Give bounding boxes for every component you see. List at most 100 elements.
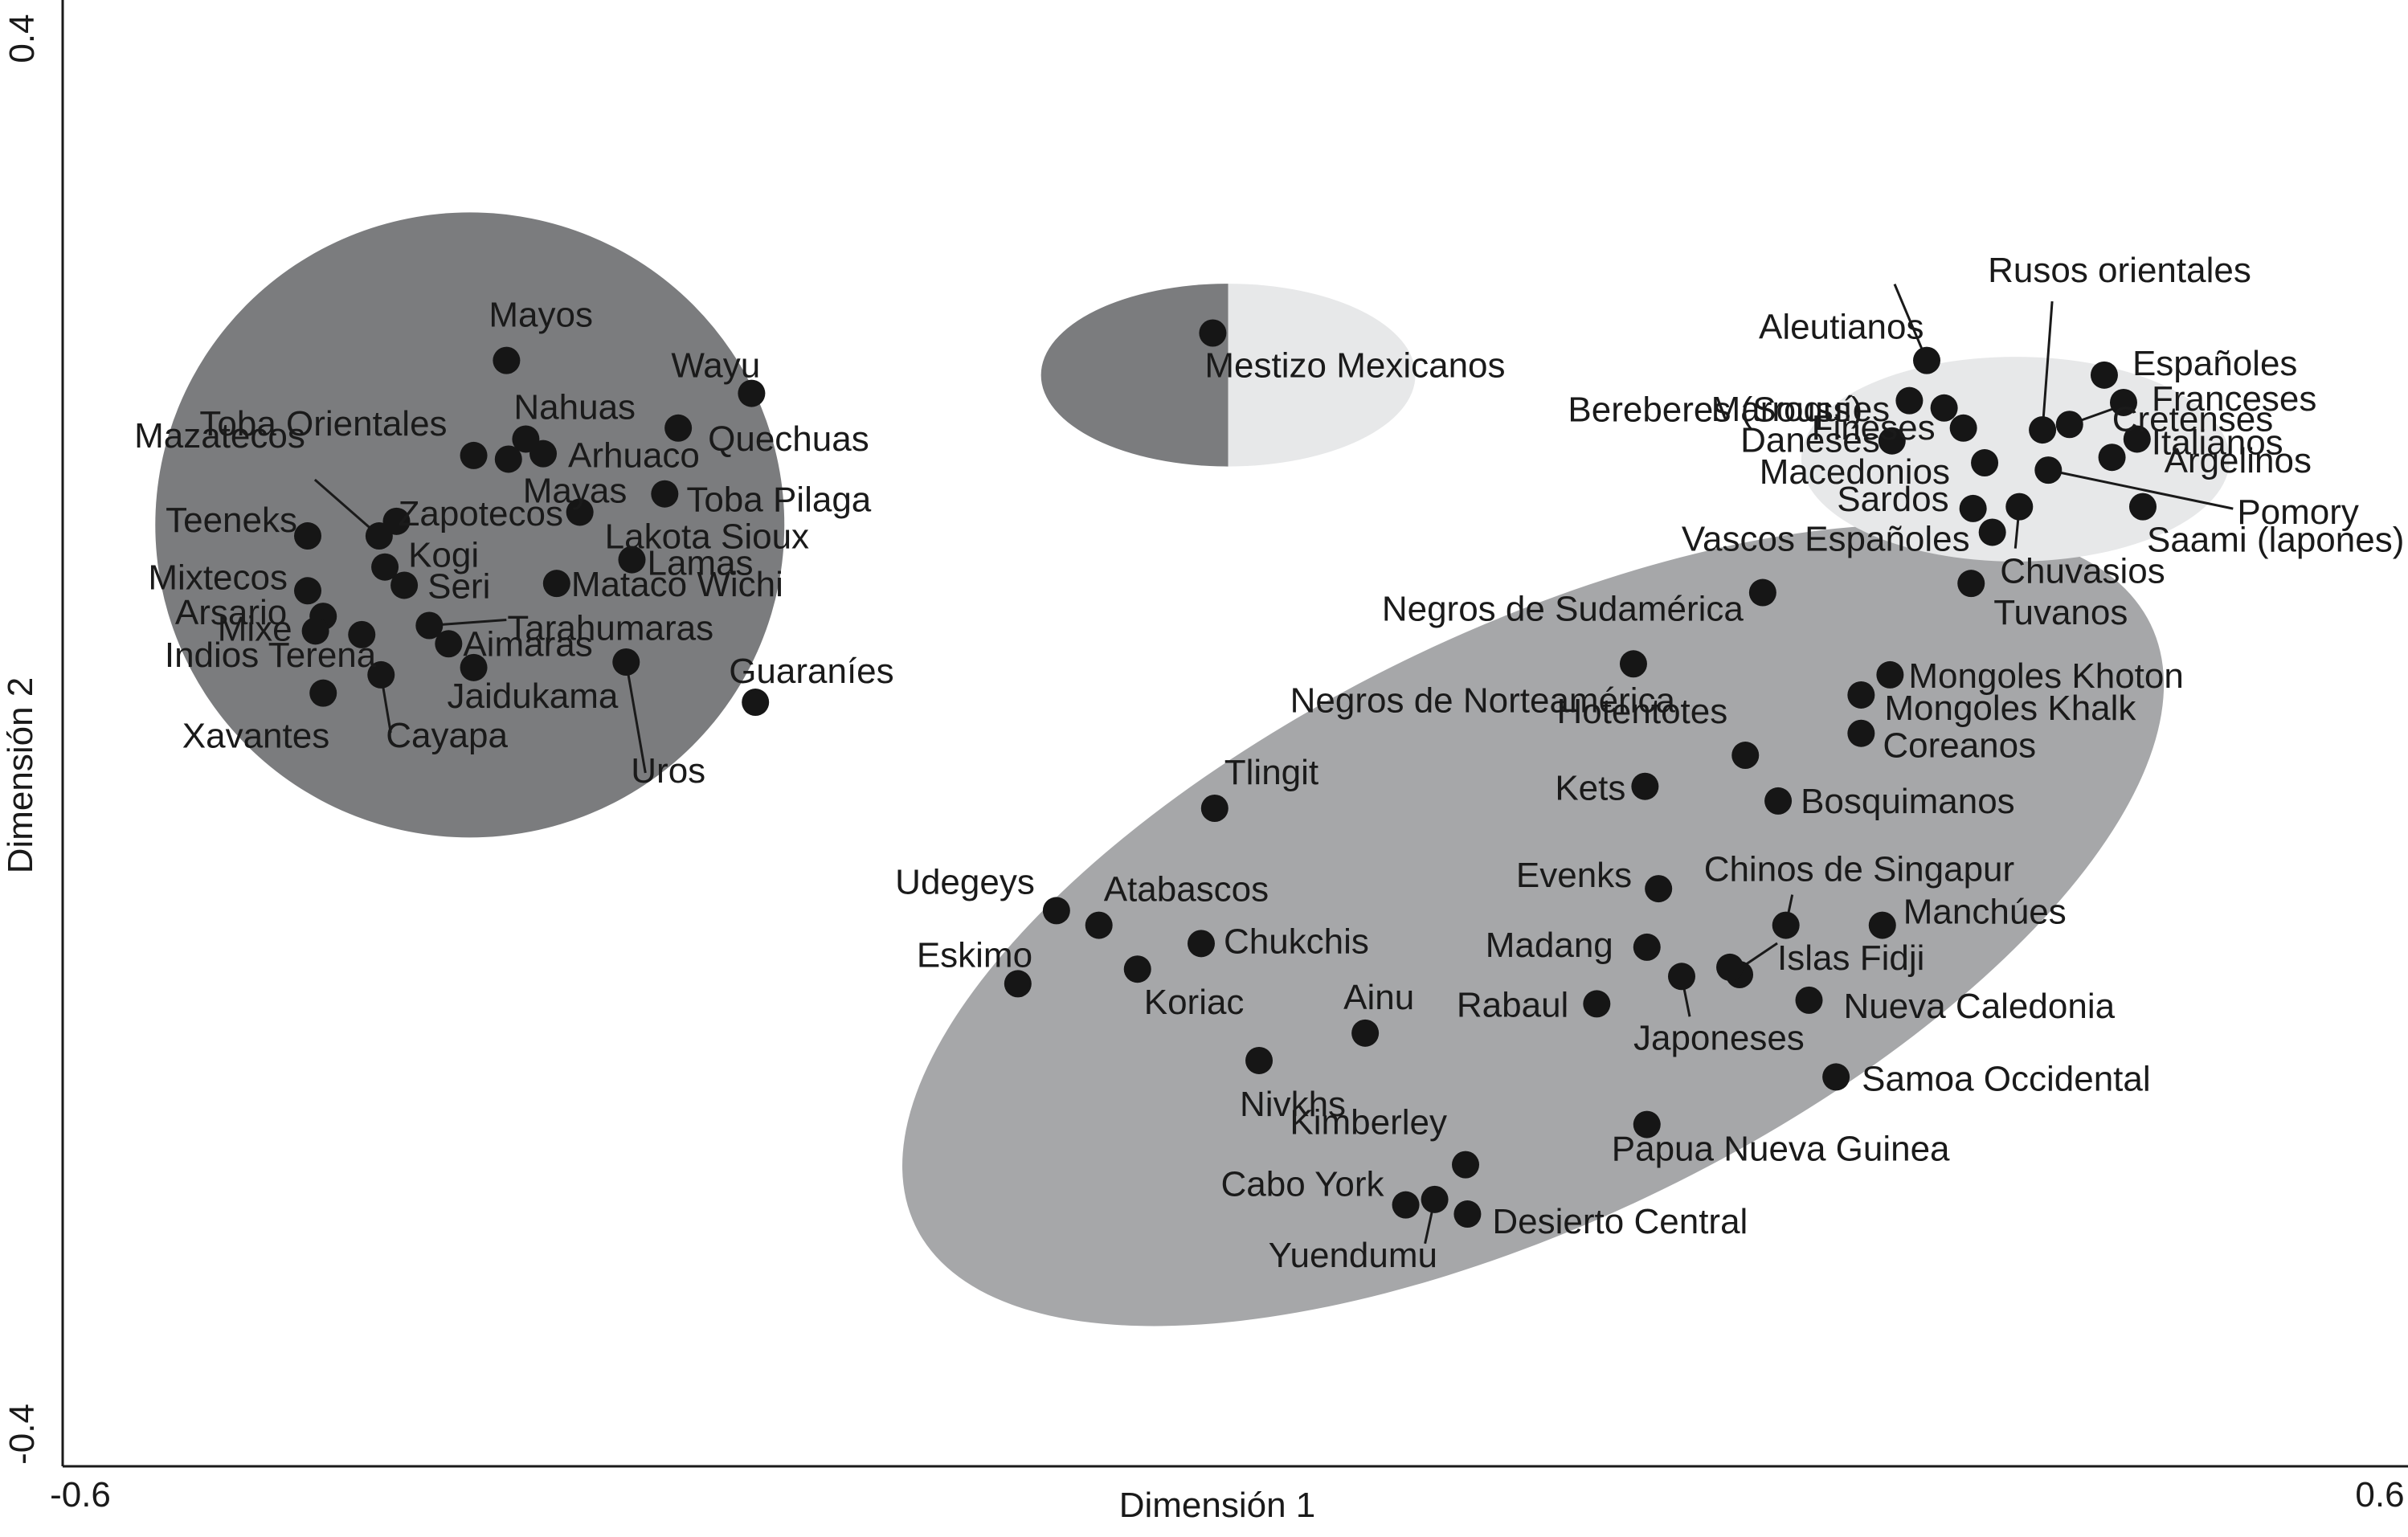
label-negros-de-norteamerica: Negros de Norteamérica <box>1290 681 1676 720</box>
label-chukchis: Chukchis <box>1224 922 1369 961</box>
label-negros-de-sudamerica: Negros de Sudamérica <box>1382 590 1744 629</box>
point-saami-lapones <box>2128 493 2157 521</box>
label-mongoles-khoton: Mongoles Khoton <box>1908 656 2183 696</box>
label-toba-pilaga: Toba Pilaga <box>686 480 871 520</box>
label-italianos: Italianos <box>2152 423 2283 462</box>
label-sardos: Sardos <box>1837 480 1948 519</box>
label-chuvasios: Chuvasios <box>2000 552 2165 591</box>
label-mestizo-mexicanos: Mestizo Mexicanos <box>1204 346 1505 386</box>
leader-aleutianos <box>1893 284 1928 362</box>
cluster-split-right <box>1228 284 1416 467</box>
leader-uros <box>624 661 647 774</box>
label-mongoles-khalk: Mongoles Khalk <box>1884 689 2136 728</box>
label-desierto-central: Desierto Central <box>1492 1202 1748 1241</box>
point-uros <box>612 648 640 676</box>
label-mayas: Mayas <box>523 471 628 510</box>
point-espanoles <box>2090 361 2118 389</box>
label-toba-orientales: Toba Orientales <box>199 404 447 444</box>
cluster-ellipse-dark <box>155 212 785 838</box>
label-mazatecos: Mazatecos <box>134 416 305 456</box>
point-aleutianos <box>1913 346 1941 374</box>
label-tlingit: Tlingit <box>1224 753 1318 792</box>
label-atabascos: Atabascos <box>1104 870 1269 910</box>
cluster-split-ellipse <box>1040 284 1416 467</box>
label-evenks: Evenks <box>1516 856 1632 895</box>
data-points <box>294 319 2157 1228</box>
point-vascos-espanoles <box>1978 518 2006 546</box>
point-chinos-de-singapur <box>1772 911 1800 939</box>
point-samoa-occidental <box>1822 1063 1850 1091</box>
point-mixe <box>301 617 329 645</box>
label-samoa-occidental: Samoa Occidental <box>1862 1059 2151 1098</box>
label-coreanos: Coreanos <box>1883 726 2036 766</box>
label-xavantes: Xavantes <box>182 717 329 756</box>
point-tuvanos <box>1957 570 1985 598</box>
point-toba-orientales <box>460 441 488 469</box>
point-kets <box>1631 772 1659 800</box>
leader-mazatecos <box>313 478 380 538</box>
point-madang <box>1633 933 1661 961</box>
leader-rusos-orientales <box>2041 300 2054 431</box>
label-madang: Madang <box>1486 926 1613 965</box>
x-tick-min: -0.6 <box>50 1475 111 1515</box>
label-japoneses: Japoneses <box>1633 1018 1805 1057</box>
point-hotentotes <box>1731 742 1760 770</box>
point-chukchis <box>1187 930 1215 958</box>
point-seri <box>390 571 419 599</box>
label-espanoles: Españoles <box>2132 344 2297 383</box>
point-pomory <box>2034 456 2063 484</box>
label-kogi: Kogi <box>408 536 479 575</box>
point-tarahumaras <box>415 611 444 640</box>
point-mongoles-khalk <box>1847 681 1875 709</box>
point-chuvasios <box>2005 493 2034 521</box>
point-mongoles-khoton <box>1876 660 1904 689</box>
point-atabascos <box>1085 911 1113 939</box>
label-rabaul: Rabaul <box>1457 985 1568 1024</box>
point-argelinos <box>2098 444 2126 472</box>
label-nueva-caledonia: Nueva Caledonia <box>1844 987 2116 1026</box>
point-desierto-central <box>1453 1200 1482 1228</box>
point-negros-de-norteamerica <box>1619 650 1647 678</box>
point-mayos <box>493 346 521 374</box>
point-cretenses <box>2055 411 2083 439</box>
cluster-ellipses <box>155 212 2230 1326</box>
point-ainu <box>1351 1019 1380 1047</box>
point-nivkhs <box>1245 1046 1274 1074</box>
label-manchues: Manchúes <box>1903 893 2067 932</box>
label-seri: Seri <box>427 566 490 606</box>
label-daneses: Daneses <box>1740 421 1880 460</box>
label-franceses: Franceses <box>2152 379 2316 419</box>
point-evenks <box>1645 875 1673 903</box>
label-vascos-espanoles: Vascos Españoles <box>1682 519 1970 558</box>
point-italianos <box>2123 425 2151 453</box>
label-arhuaco: Arhuaco <box>568 436 700 476</box>
y-tick-min: -0.4 <box>2 1404 42 1465</box>
point-xavantes <box>309 679 337 707</box>
label-pomory: Pomory <box>2237 493 2359 532</box>
point-negros-de-sudamerica <box>1748 578 1776 607</box>
point-coreanos <box>1847 719 1875 747</box>
label-saami-lapones: Saami (lapones) <box>2147 521 2404 560</box>
point-jaidukama <box>460 653 488 681</box>
label-nahuas: Nahuas <box>513 387 636 427</box>
label-rusos-orientales: Rusos orientales <box>1988 251 2251 290</box>
label-eskimo: Eskimo <box>917 935 1032 975</box>
label-hotentotes: Hotentotes <box>1556 692 1727 731</box>
point-mazatecos <box>365 522 393 550</box>
point-cayapa <box>367 660 395 689</box>
label-argelinos: Argelinos <box>2165 441 2312 480</box>
point-arhuaco <box>529 439 558 468</box>
label-bereberes-souss: Bereberes (Souss) <box>1568 390 1862 430</box>
point-nueva-caledonia <box>1795 986 1823 1014</box>
label-zapotecos: Zapotecos <box>398 494 562 533</box>
point-cabo-york <box>1392 1191 1420 1219</box>
point-lamas <box>618 546 646 574</box>
label-islas-fidji: Islas Fidji <box>1777 938 1924 978</box>
label-jaidukama: Jaidukama <box>448 677 619 716</box>
point-tlingit <box>1200 795 1229 822</box>
label-wayu: Wayu <box>671 346 760 386</box>
label-mayos: Mayos <box>489 296 593 335</box>
label-teeneks: Teeneks <box>166 501 297 540</box>
